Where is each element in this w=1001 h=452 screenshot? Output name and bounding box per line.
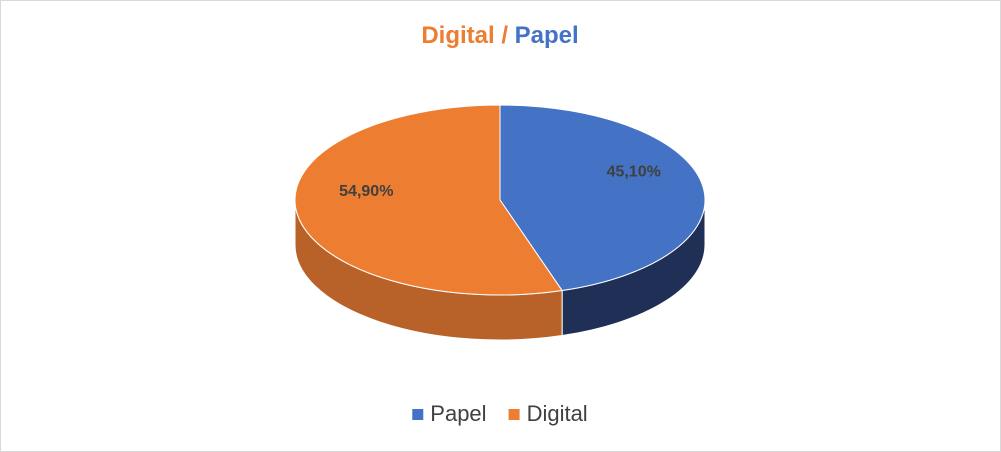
title-part: Digital / xyxy=(421,22,508,49)
legend-swatch xyxy=(508,409,520,420)
legend-label: Digital xyxy=(527,401,588,426)
slice xyxy=(499,104,706,292)
pie: 45,10% 54,90% xyxy=(294,104,706,341)
legend: Papel Digital xyxy=(412,401,588,426)
legend-label: Papel xyxy=(430,401,486,426)
data-label: 45,10% xyxy=(607,164,661,181)
chart-title: Digital / Papel xyxy=(421,22,578,49)
title-part: Papel xyxy=(515,22,579,49)
legend-swatch xyxy=(412,409,424,420)
data-label: 54,90% xyxy=(339,183,393,200)
slice xyxy=(294,104,563,296)
